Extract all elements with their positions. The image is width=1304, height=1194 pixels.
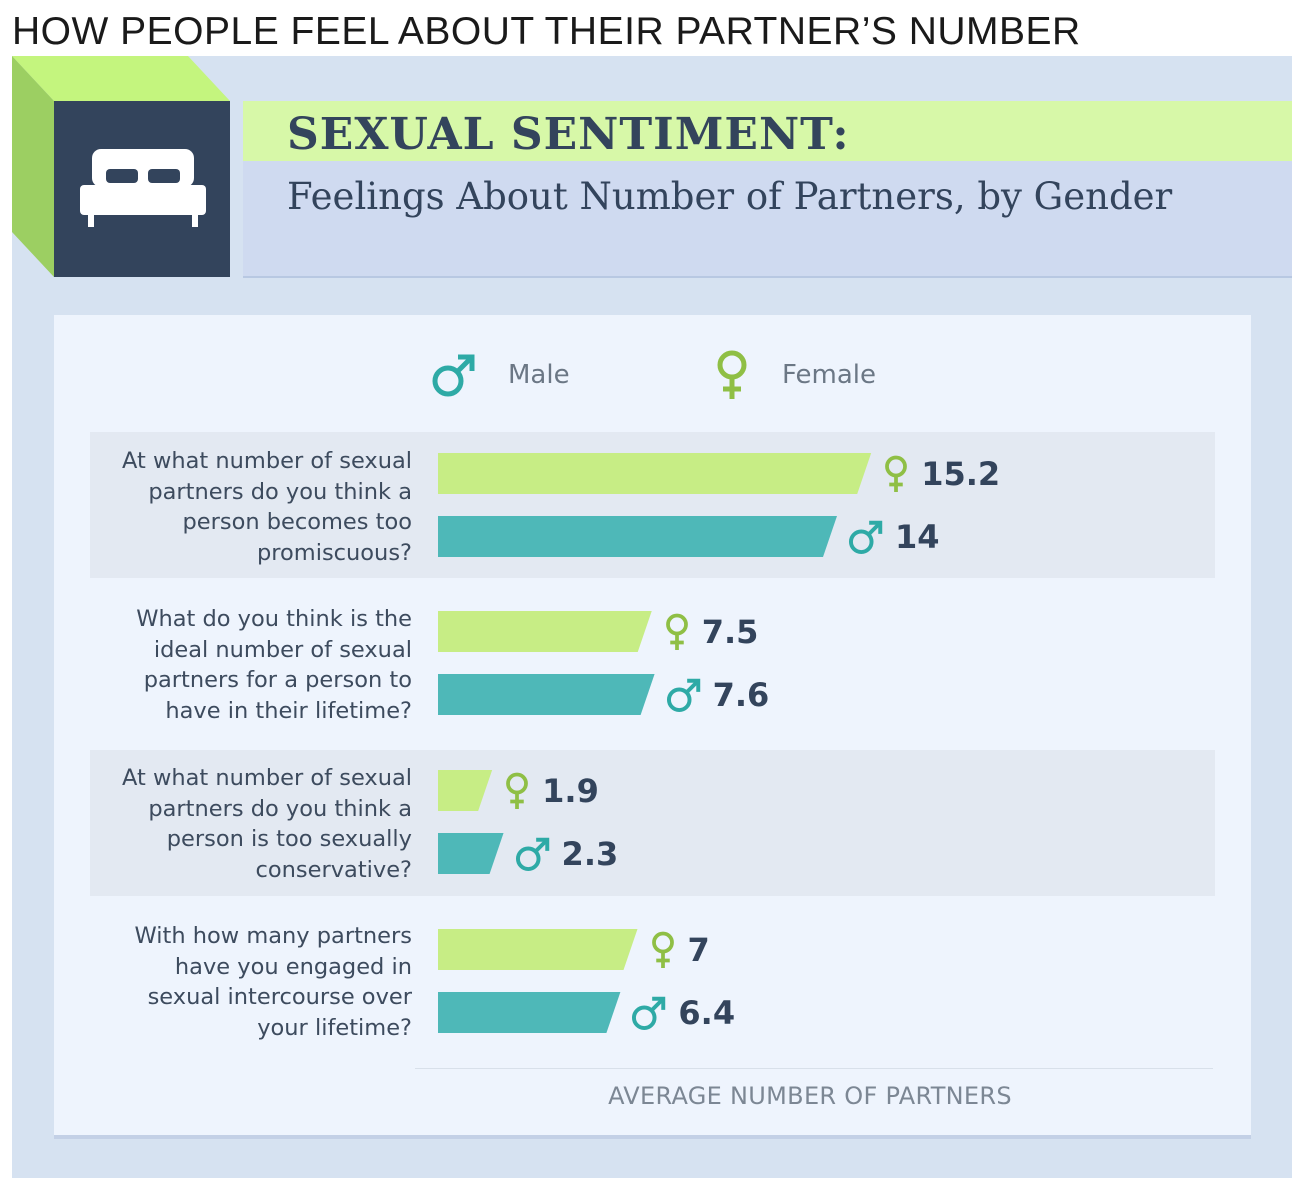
row-background: [90, 750, 1215, 896]
male-symbol-icon: [632, 996, 666, 1030]
question-label: At what number of sexual partners do you…: [122, 448, 412, 566]
subtitle-band: [243, 161, 1292, 278]
question-label: At what number of sexual partners do you…: [122, 765, 412, 883]
chart-subtitle: Feelings About Number of Partners, by Ge…: [287, 175, 1173, 218]
page-heading: HOW PEOPLE FEEL ABOUT THEIR PARTNER’S NU…: [12, 10, 1081, 53]
value-text: 14: [895, 517, 940, 556]
value-label-male: 7.6: [665, 672, 770, 717]
legend-female-label: Female: [782, 360, 877, 390]
female-symbol-icon: [506, 772, 529, 809]
question-label: What do you think is the ideal number of…: [136, 606, 412, 724]
female-symbol-icon: [885, 455, 908, 492]
title-band: [243, 101, 1292, 161]
value-label-female: 7: [648, 927, 710, 972]
bed-icon: [80, 149, 206, 227]
header-icon-box: [54, 101, 230, 277]
value-text: 7.5: [701, 612, 759, 651]
legend-male: Male: [430, 350, 570, 400]
value-text: 7.6: [712, 675, 770, 714]
value-label-female: 1.9: [502, 768, 599, 813]
value-label-male: 2.3: [514, 831, 619, 876]
legend-female: Female: [712, 350, 876, 400]
chart-title: SEXUAL SENTIMENT:: [287, 109, 850, 160]
value-label-female: 15.2: [881, 451, 1000, 496]
male-symbol-icon: [515, 837, 549, 871]
value-label-female: 7.5: [662, 609, 759, 654]
x-axis-line: [415, 1068, 1213, 1069]
value-text: 15.2: [921, 454, 1001, 493]
value-text: 6.4: [678, 993, 736, 1032]
female-symbol-icon: [665, 613, 688, 650]
male-symbol-icon: [848, 520, 883, 554]
value-text: 7: [687, 930, 710, 969]
female-symbol-icon: [651, 931, 674, 968]
value-label-male: 6.4: [630, 990, 735, 1035]
male-symbol-icon: [666, 678, 700, 712]
cube-decoration: [12, 56, 230, 277]
male-symbol-icon: [432, 354, 475, 397]
value-label-male: 14: [847, 514, 940, 559]
value-text: 2.3: [561, 834, 619, 873]
value-text: 1.9: [542, 771, 599, 810]
question-label: With how many partners have you engaged …: [134, 923, 412, 1041]
x-axis-title: AVERAGE NUMBER OF PARTNERS: [608, 1082, 1012, 1110]
female-symbol-icon: [717, 350, 747, 399]
legend-male-label: Male: [508, 360, 570, 390]
